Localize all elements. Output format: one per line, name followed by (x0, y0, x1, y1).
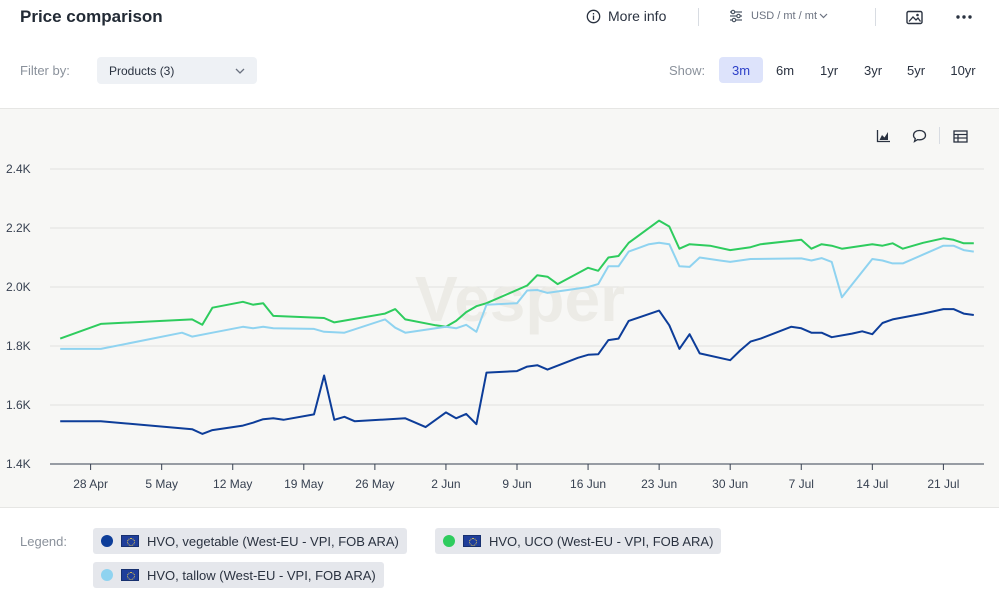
filter-label: Filter by: (20, 63, 70, 78)
table-view-button[interactable] (950, 127, 970, 145)
x-tick-label: 14 Jul (856, 477, 888, 491)
legend-item-label: HVO, UCO (West-EU - VPI, FOB ARA) (489, 533, 714, 549)
y-tick-label: 1.6K (6, 398, 31, 412)
series-line (60, 241, 974, 350)
x-tick-label: 12 May (213, 477, 252, 491)
units-selector[interactable]: USD / mt / mt (729, 9, 828, 23)
products-dropdown-value: Products (3) (109, 63, 175, 78)
header-bar: Price comparison More info USD / mt / mt (0, 0, 999, 36)
divider (698, 8, 699, 26)
series-line (60, 308, 974, 435)
series-color-dot (443, 535, 455, 547)
x-tick-label: 2 Jun (431, 477, 460, 491)
comments-button[interactable] (909, 127, 929, 145)
divider (939, 127, 940, 144)
area-chart-icon (876, 130, 890, 143)
legend-item-uco[interactable]: HVO, UCO (West-EU - VPI, FOB ARA) (435, 528, 722, 554)
eu-flag-icon (121, 535, 139, 547)
y-tick-label: 1.8K (6, 339, 31, 353)
y-tick-label: 1.4K (6, 457, 31, 471)
divider (875, 8, 876, 26)
more-options-button[interactable] (954, 8, 974, 26)
eu-flag-icon (463, 535, 481, 547)
price-chart: Vesper 1.4K1.6K1.8K2.0K2.2K2.4K 28 Apr 5 … (6, 162, 984, 491)
series-line (59, 219, 974, 340)
range-3m-button[interactable]: 3m (719, 57, 763, 83)
units-label: USD / mt / mt (751, 10, 817, 22)
chart-view-button[interactable] (873, 127, 893, 145)
x-tick-label: 7 Jul (789, 477, 814, 491)
range-10yr-button[interactable]: 10yr (950, 62, 976, 78)
x-tick-label: 26 May (355, 477, 394, 491)
x-tick-label: 9 Jun (502, 477, 531, 491)
range-3yr-button[interactable]: 3yr (863, 62, 883, 78)
page-title: Price comparison (20, 7, 163, 26)
comment-icon (912, 129, 926, 143)
legend-item-label: HVO, vegetable (West-EU - VPI, FOB ARA) (147, 533, 399, 549)
more-info-label: More info (608, 8, 667, 24)
range-5yr-button[interactable]: 5yr (906, 62, 926, 78)
y-tick-label: 2.0K (6, 280, 31, 294)
chart-panel: Vesper 1.4K 1.6K 1.8K 2.0K 2.2K 2.4K 28 Apr 5 … (0, 108, 999, 508)
table-icon (952, 129, 968, 143)
legend-item-label: HVO, tallow (West-EU - VPI, FOB ARA) (147, 567, 376, 583)
series-color-dot (101, 535, 113, 547)
legend-item-tallow[interactable]: HVO, tallow (West-EU - VPI, FOB ARA) (93, 562, 384, 588)
x-tick-label: 5 May (145, 477, 178, 491)
more-info-button[interactable]: More info (586, 8, 666, 24)
x-tick-label: 21 Jul (927, 477, 959, 491)
series-color-dot (101, 569, 113, 581)
show-label: Show: (669, 63, 706, 78)
info-icon (586, 9, 601, 23)
chevron-down-icon (235, 68, 245, 74)
sliders-icon (730, 9, 742, 23)
x-tick-label: 28 Apr (73, 477, 108, 491)
x-tick-label: 30 Jun (712, 477, 748, 491)
legend-label: Legend: (20, 534, 67, 549)
legend-item-vegetable[interactable]: HVO, vegetable (West-EU - VPI, FOB ARA) (93, 528, 407, 554)
y-tick-label: 2.2K (6, 221, 31, 235)
x-tick-label: 16 Jun (570, 477, 606, 491)
x-tick-label: 19 May (284, 477, 323, 491)
eu-flag-icon (121, 569, 139, 581)
image-export-button[interactable] (904, 8, 924, 26)
range-1yr-button[interactable]: 1yr (819, 62, 839, 78)
image-icon (905, 10, 923, 24)
products-dropdown[interactable]: Products (3) (97, 57, 257, 84)
y-tick-label: 2.4K (6, 162, 31, 176)
x-tick-label: 23 Jun (641, 477, 677, 491)
range-6m-button[interactable]: 6m (775, 62, 795, 78)
more-horizontal-icon (956, 15, 972, 19)
chevron-down-icon (819, 13, 828, 19)
